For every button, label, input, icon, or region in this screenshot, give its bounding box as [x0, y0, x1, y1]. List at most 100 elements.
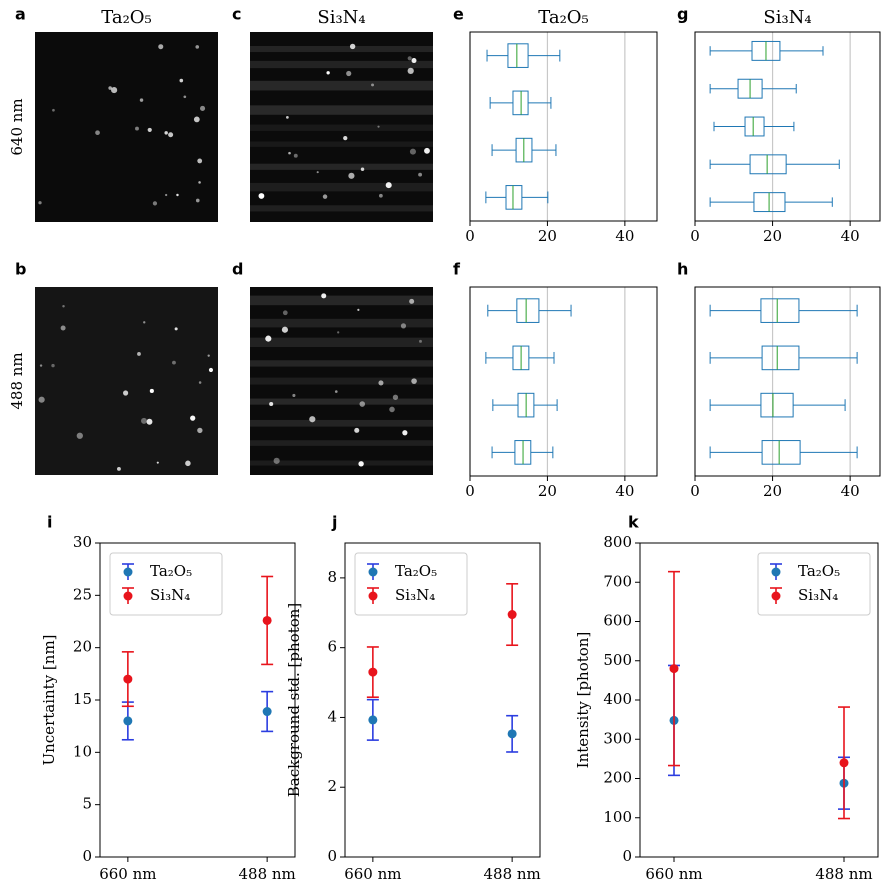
y-tick-label: 4	[327, 707, 337, 725]
emitter-spot	[198, 381, 202, 384]
emitter-spot	[419, 339, 422, 343]
point	[368, 715, 378, 725]
legend-marker	[368, 567, 378, 577]
emitter-spot	[183, 95, 187, 99]
emitter-spot	[358, 461, 364, 467]
emitter-spot	[174, 327, 178, 331]
box	[749, 154, 787, 175]
y-axis-label: Background std. [photon]	[285, 603, 303, 798]
micrograph	[35, 32, 218, 222]
emitter-spot	[168, 132, 174, 138]
y-tick-label: 300	[603, 729, 632, 747]
emitter-spot	[334, 390, 338, 393]
emitter-spot	[269, 401, 274, 407]
background-band	[250, 205, 433, 212]
emitter-spot	[321, 293, 327, 299]
y-tick-label: 2	[327, 777, 337, 795]
y-tick-label: 600	[603, 612, 632, 630]
emitter-spot	[316, 171, 319, 174]
emitter-spot	[164, 131, 168, 135]
emitter-spot	[172, 360, 176, 365]
box	[505, 185, 523, 210]
emitter-spot	[123, 390, 129, 396]
x-tick-label: 0	[465, 482, 475, 500]
emitter-spot	[52, 108, 55, 112]
emitter-spot	[400, 323, 407, 329]
emitter-spot	[197, 158, 203, 164]
background-band	[250, 360, 433, 367]
emitter-spot	[179, 78, 184, 83]
row-label: 640 nm	[8, 98, 26, 155]
box	[760, 392, 794, 418]
background-band	[250, 318, 433, 328]
emitter-spot	[392, 394, 399, 400]
emitter-spot	[62, 305, 65, 308]
legend-label: Si₃N₄	[150, 586, 190, 604]
y-tick-label: 10	[73, 742, 92, 760]
axes-frame	[694, 31, 881, 222]
panel-title: Si₃N₄	[317, 7, 365, 28]
legend-frame	[354, 552, 468, 616]
emitter-spot	[117, 466, 121, 471]
point	[507, 610, 517, 620]
emitter-spot	[349, 43, 356, 50]
emitter-spot	[198, 181, 201, 184]
emitter-spot	[139, 98, 144, 102]
legend-frame	[109, 552, 223, 616]
y-tick-label: 30	[73, 533, 92, 551]
emitter-spot	[292, 393, 296, 397]
background-band	[250, 460, 433, 466]
y-tick-label: 8	[327, 568, 337, 586]
x-tick-label: 40	[615, 227, 634, 245]
background-band	[250, 182, 433, 192]
emitter-spot	[135, 126, 139, 131]
box	[512, 90, 529, 116]
emitter-spot	[60, 325, 66, 331]
x-tick-label: 488 nm	[815, 865, 872, 883]
emitter-spot	[357, 308, 360, 311]
y-tick-label: 0	[622, 847, 632, 865]
background-band	[250, 398, 433, 405]
y-tick-label: 0	[82, 847, 92, 865]
emitter-spot	[207, 354, 210, 357]
background-band	[250, 337, 433, 348]
emitter-spot	[288, 151, 291, 155]
emitter-spot	[146, 418, 153, 425]
emitter-spot	[407, 56, 412, 61]
panel-label: k	[628, 513, 639, 532]
background-band	[250, 163, 433, 170]
micrograph	[35, 287, 218, 475]
y-tick-label: 6	[327, 638, 337, 656]
legend-marker	[368, 591, 378, 601]
emitter-spot	[141, 417, 147, 424]
emitter-spot	[385, 182, 392, 189]
emitter-spot	[158, 44, 164, 50]
emitter-spot	[273, 457, 280, 464]
emitter-spot	[199, 105, 206, 111]
box	[760, 298, 800, 323]
panel-title: Ta₂O₅	[101, 7, 152, 28]
x-tick-label: 20	[763, 227, 782, 245]
panel-label: d	[232, 260, 243, 279]
legend-marker	[123, 591, 133, 601]
emitter-spot	[193, 116, 200, 123]
x-tick-label: 40	[615, 482, 634, 500]
y-tick-label: 400	[603, 690, 632, 708]
legend-marker	[123, 567, 133, 577]
emitter-spot	[156, 461, 159, 464]
emitter-spot	[185, 460, 191, 467]
emitter-spot	[348, 172, 355, 179]
legend-label: Ta₂O₅	[150, 562, 192, 580]
box	[516, 298, 540, 323]
point	[123, 716, 133, 726]
legend-label: Si₃N₄	[798, 586, 838, 604]
axes-frame	[469, 286, 658, 477]
emitter-spot	[176, 193, 179, 197]
box	[507, 43, 529, 68]
point	[262, 615, 272, 625]
box	[744, 116, 765, 137]
box	[761, 345, 800, 371]
emitter-spot	[402, 430, 408, 436]
y-tick-label: 5	[82, 795, 92, 813]
y-tick-label: 0	[327, 847, 337, 865]
